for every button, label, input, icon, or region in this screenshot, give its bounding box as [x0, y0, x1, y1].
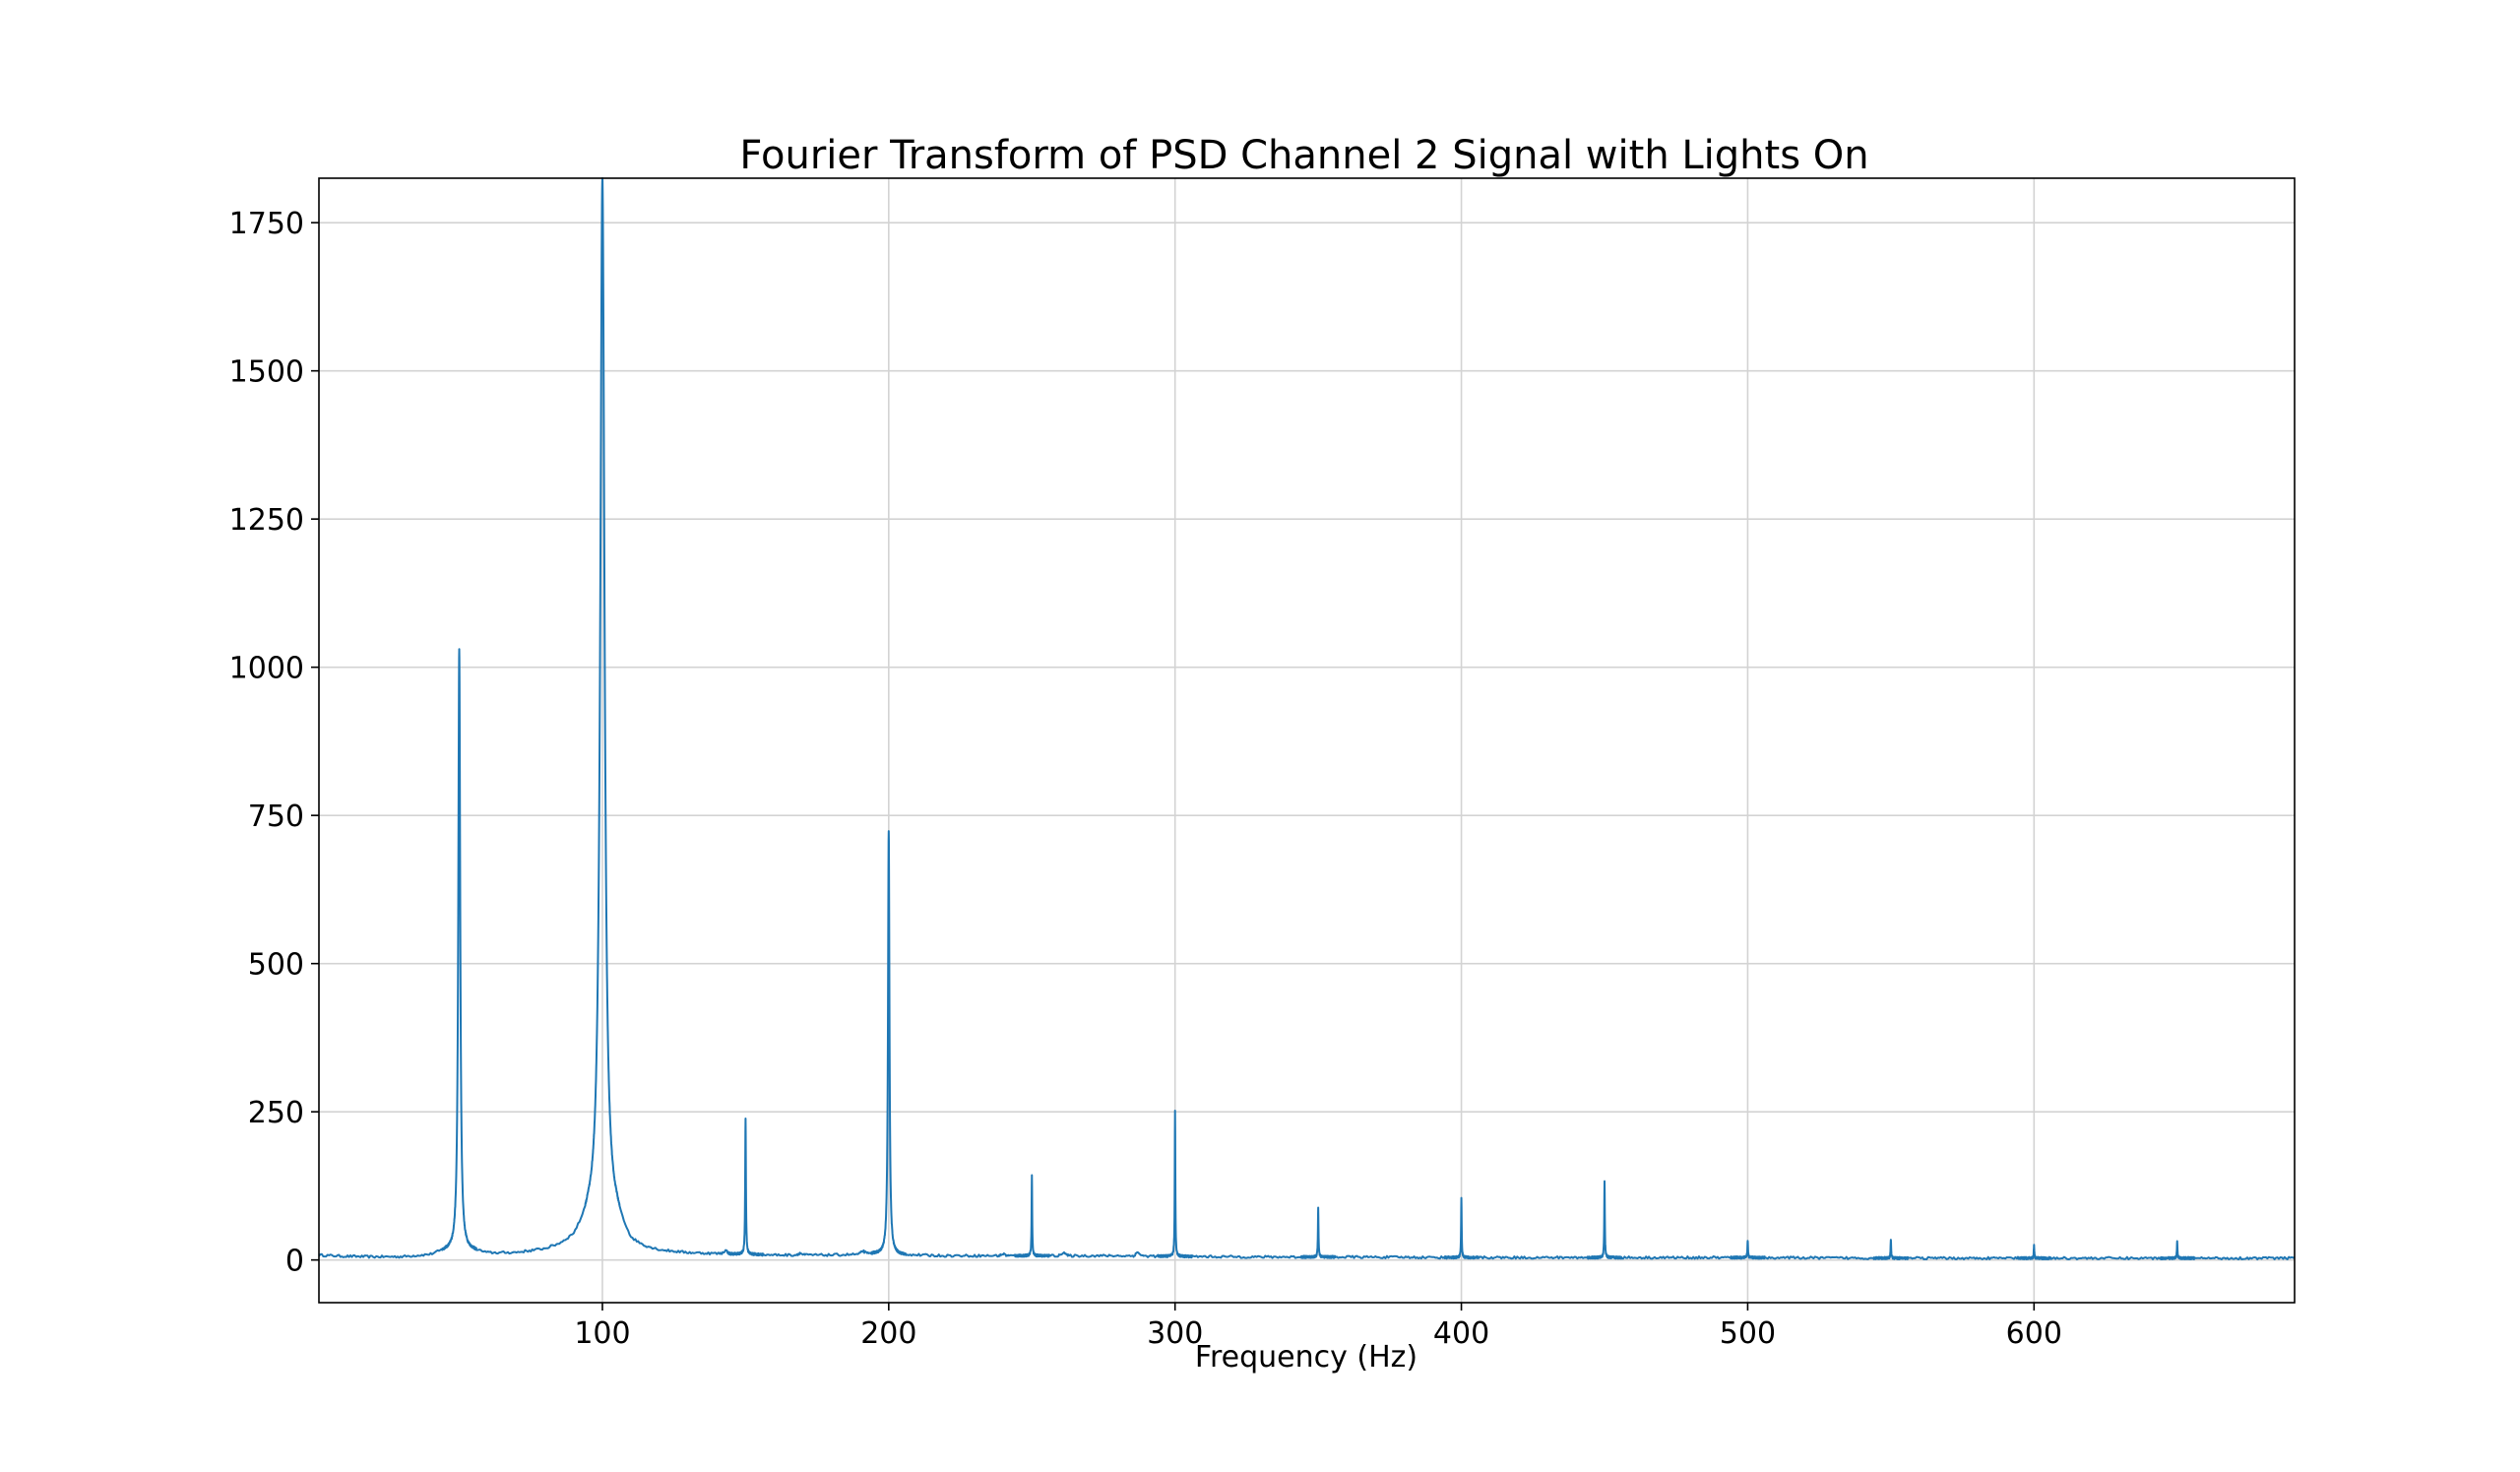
spectrum-series-line	[318, 177, 2296, 1261]
x-tick-label: 400	[1433, 1316, 1489, 1351]
y-axis-ticks: 0 250 500 750 1000 1250 1500 1750	[229, 207, 319, 1279]
chart-title: Fourier Transform of PSD Channel 2 Signa…	[739, 133, 1868, 178]
plot-area-frame	[318, 177, 2296, 1304]
x-tick-label: 100	[574, 1316, 630, 1351]
x-tick-label: 500	[1720, 1316, 1776, 1351]
y-tick-label: 250	[248, 1096, 304, 1130]
series-layer	[318, 177, 2296, 1261]
x-axis-ticks: 100 200 300 400 500 600	[574, 1303, 2062, 1351]
y-tick-label: 1750	[229, 207, 304, 241]
y-tick-label: 1250	[229, 503, 304, 538]
y-tick-label: 1500	[229, 355, 304, 390]
x-tick-label: 200	[860, 1316, 916, 1351]
y-tick-label: 750	[248, 800, 304, 834]
y-tick-label: 0	[285, 1245, 304, 1279]
x-tick-label: 600	[2006, 1316, 2062, 1351]
grid-lines	[319, 178, 2295, 1303]
y-tick-label: 1000	[229, 652, 304, 686]
y-tick-label: 500	[248, 948, 304, 983]
x-axis-label: Frequency (Hz)	[1195, 1340, 1418, 1375]
x-tick-label: 300	[1147, 1316, 1203, 1351]
